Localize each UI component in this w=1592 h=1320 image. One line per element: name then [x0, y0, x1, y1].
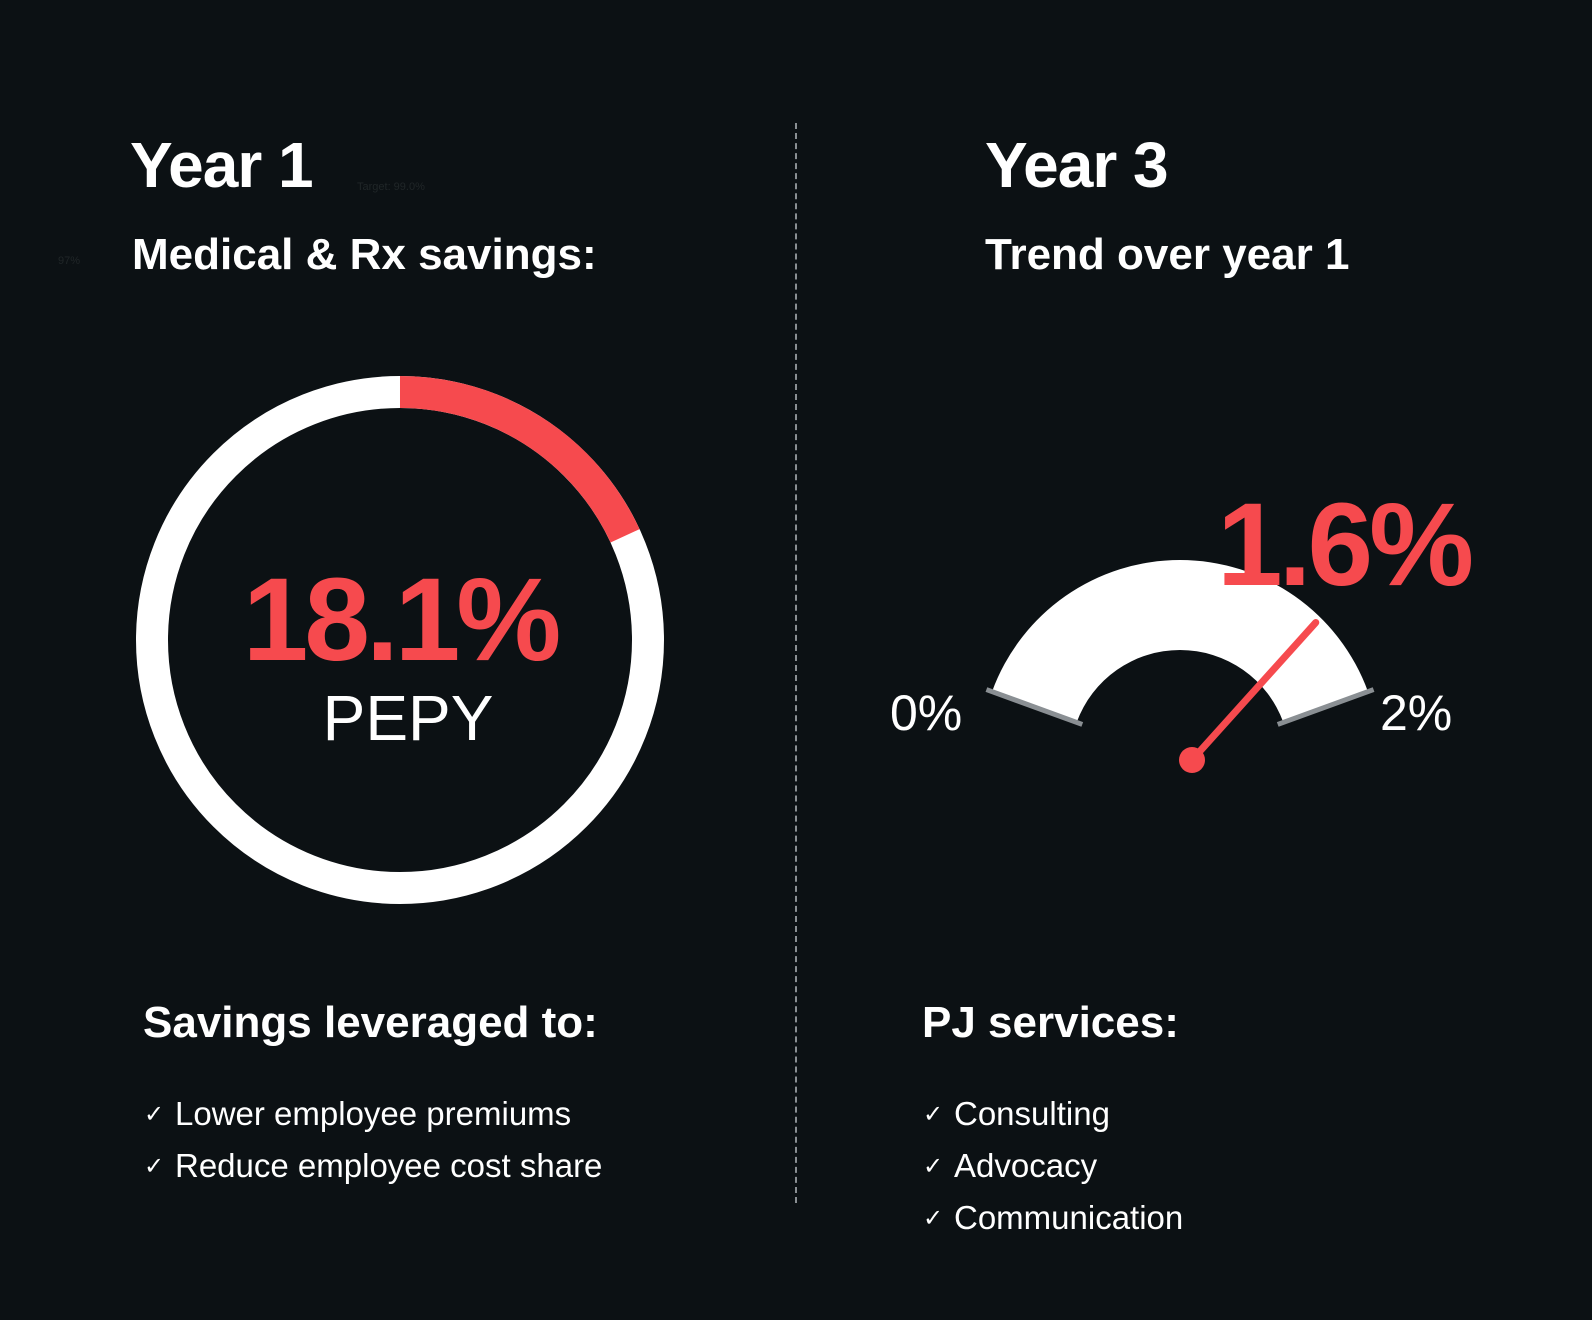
stray-percent-label: 97%	[58, 255, 81, 267]
list-item: ✓ Communication	[922, 1192, 1183, 1244]
donut-unit-label: PEPY	[323, 682, 494, 754]
gauge-needle-hub	[1179, 747, 1205, 773]
left-section-title: Savings leveraged to:	[143, 998, 598, 1047]
right-subtitle: Trend over year 1	[985, 230, 1350, 279]
gauge-band	[992, 560, 1368, 723]
column-divider	[795, 123, 797, 1203]
gauge-needle	[1188, 619, 1320, 764]
left-subtitle: Medical & Rx savings:	[132, 230, 597, 279]
left-checklist: ✓ Lower employee premiums ✓ Reduce employe…	[143, 1088, 602, 1192]
right-year-title: Year 3	[985, 129, 1169, 201]
checkmark-icon: ✓	[922, 1152, 944, 1180]
list-item-label: Reduce employee cost share	[175, 1147, 603, 1184]
right-checklist: ✓ Consulting ✓ Advocacy ✓ Communication	[922, 1088, 1183, 1244]
list-item: ✓ Reduce employee cost share	[143, 1140, 602, 1192]
stray-target-label: Target: 99.0%	[357, 181, 425, 193]
checkmark-icon: ✓	[143, 1100, 165, 1128]
gauge-min-label: 0%	[890, 685, 962, 741]
gauge-value-label: 1.6%	[1217, 479, 1471, 611]
checkmark-icon: ✓	[922, 1100, 944, 1128]
donut-value-label: 18.1%	[243, 554, 559, 686]
list-item: ✓ Advocacy	[922, 1140, 1183, 1192]
gauge-max-tick	[1276, 687, 1375, 727]
right-section-title: PJ services:	[922, 998, 1179, 1047]
checkmark-icon: ✓	[143, 1152, 165, 1180]
gauge-min-tick	[985, 687, 1084, 727]
trend-gauge-chart: 0% 2% 1.6%	[890, 479, 1475, 773]
list-item-label: Consulting	[954, 1095, 1110, 1132]
list-item-label: Communication	[954, 1199, 1184, 1236]
checkmark-icon: ✓	[922, 1204, 944, 1232]
donut-value-arc	[399, 376, 640, 543]
list-item-label: Lower employee premiums	[175, 1095, 572, 1132]
gauge-max-label: 2%	[1380, 685, 1452, 741]
list-item: ✓ Consulting	[922, 1088, 1183, 1140]
left-year-title: Year 1	[130, 129, 314, 201]
savings-donut-chart: 18.1% PEPY	[136, 376, 664, 904]
list-item-label: Advocacy	[954, 1147, 1098, 1184]
list-item: ✓ Lower employee premiums	[143, 1088, 602, 1140]
